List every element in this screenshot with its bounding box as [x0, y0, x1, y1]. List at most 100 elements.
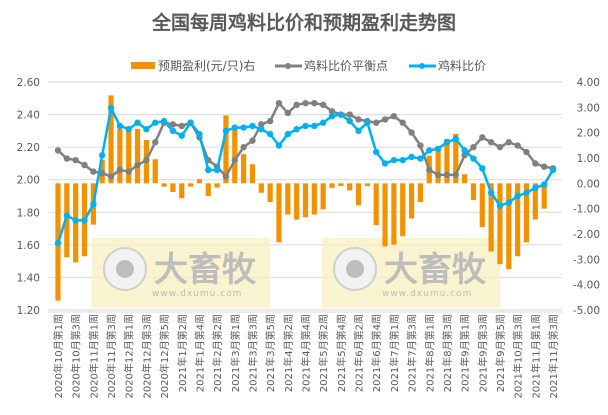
breakeven-point: [514, 142, 521, 149]
breakeven-point: [532, 160, 539, 167]
profit-bar: [373, 183, 379, 226]
breakeven-point: [399, 119, 406, 126]
breakeven-point: [328, 108, 336, 115]
breakeven-point: [54, 147, 62, 154]
legend-swatch-profit: [131, 62, 155, 69]
ratio-point: [355, 127, 362, 135]
breakeven-point: [258, 121, 265, 128]
x-tick-label: 2020年10月第1周: [52, 314, 65, 399]
breakeven-point: [311, 99, 318, 107]
ratio-point: [231, 124, 238, 131]
ratio-point: [302, 122, 309, 130]
x-tick-label: 2021年8月第3周: [441, 314, 454, 392]
ratio-point: [426, 147, 433, 154]
profit-bar: [267, 183, 273, 203]
breakeven-point: [240, 143, 247, 151]
x-tick-label: 2021年4月第2周: [282, 314, 295, 392]
legend: 预期盈利(元/只)右 鸡料比价平衡点 鸡料比价: [131, 58, 486, 73]
profit-bar: [506, 183, 512, 270]
profit-bar: [311, 183, 317, 215]
ratio-point: [275, 142, 283, 149]
profit-bar: [302, 183, 309, 218]
ratio-point: [496, 202, 504, 209]
profit-bar: [117, 128, 123, 184]
ratio-point: [364, 119, 371, 126]
right-tick-label: -3.00: [573, 254, 600, 266]
breakeven-point: [222, 173, 230, 180]
left-tick-label: 1.80: [17, 207, 40, 219]
x-tick-label: 2021年9月第1周: [459, 314, 472, 392]
ratio-point: [196, 130, 203, 138]
ratio-point: [549, 166, 557, 174]
profit-bar: [541, 183, 547, 209]
profit-bar: [470, 183, 477, 201]
right-tick-label: -4.00: [573, 280, 600, 292]
ratio-point: [98, 152, 106, 159]
ratio-point: [319, 119, 327, 126]
breakeven-point: [505, 139, 513, 146]
breakeven-point: [249, 137, 256, 144]
ratio-point: [90, 200, 97, 208]
watermark-text: 大畜牧: [154, 250, 257, 290]
profit-bar: [134, 128, 141, 184]
left-axis: 1.20 1.40 1.60 1.80 2.00 2.20 2.40 2.60: [17, 77, 40, 317]
breakeven-point: [125, 168, 132, 175]
right-tick-label: 0.00: [577, 178, 600, 190]
ratio-point: [417, 155, 424, 162]
ratio-point: [337, 111, 345, 118]
profit-bar: [320, 183, 326, 210]
ratio-point: [116, 122, 124, 130]
ratio-point: [160, 117, 168, 125]
breakeven-point: [81, 161, 88, 169]
legend-label-breakeven: 鸡料比价平衡点: [304, 58, 388, 73]
profit-bar: [382, 183, 388, 247]
legend-label-profit: 预期盈利(元/只)右: [158, 58, 255, 73]
x-tick-label: 2020年12月第3周: [140, 314, 153, 399]
profit-bar: [347, 183, 353, 191]
profit-bar: [205, 183, 211, 196]
ratio-point: [240, 124, 247, 131]
profit-bar: [479, 183, 485, 228]
x-tick-label: 2021年8月第1周: [423, 314, 436, 392]
ratio-point: [390, 156, 398, 164]
ratio-point: [399, 156, 406, 164]
profit-bar: [64, 183, 70, 258]
breakeven-point: [143, 156, 150, 164]
breakeven-point: [417, 142, 424, 149]
ratio-point: [213, 166, 221, 174]
breakeven-point: [116, 166, 124, 174]
breakeven-point: [319, 101, 327, 109]
breakeven-point: [275, 99, 283, 107]
ratio-point: [540, 181, 548, 188]
breakeven-point: [284, 109, 292, 117]
breakeven-point: [390, 113, 398, 120]
left-tick-label: 2.40: [17, 110, 40, 122]
profit-bar: [276, 183, 282, 243]
ratio-point: [63, 212, 71, 219]
x-tick-label: 2021年3月第3周: [246, 314, 259, 392]
ratio-point: [187, 119, 194, 126]
right-tick-label: -1.00: [573, 204, 600, 216]
legend-label-ratio: 鸡料比价: [438, 58, 486, 73]
x-tick-label: 2020年11月第1周: [87, 314, 100, 399]
ratio-point: [72, 217, 79, 224]
breakeven-point: [107, 173, 115, 180]
breakeven-point: [293, 101, 300, 109]
profit-bar: [488, 183, 494, 252]
breakeven-point: [178, 122, 185, 130]
breakeven-point: [373, 119, 380, 126]
breakeven-point: [496, 143, 504, 151]
ratio-point: [381, 160, 389, 167]
profit-bar: [532, 183, 538, 220]
right-tick-label: -2.00: [573, 229, 600, 241]
ratio-point: [408, 153, 415, 161]
right-tick-label: 1.00: [577, 153, 600, 165]
profit-bar: [179, 183, 185, 199]
ratio-point: [532, 184, 539, 192]
ratio-point: [487, 189, 495, 196]
breakeven-point: [302, 99, 309, 107]
watermark-url: www.dxumu.com: [152, 289, 242, 299]
ratio-point: [266, 130, 274, 138]
ratio-point: [222, 127, 230, 135]
